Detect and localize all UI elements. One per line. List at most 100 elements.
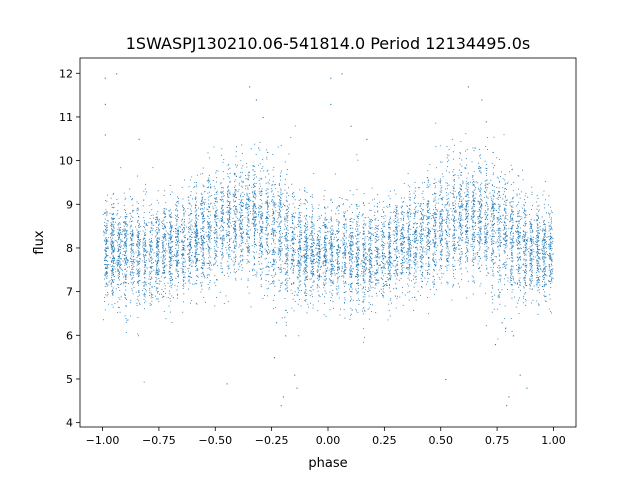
data-point	[522, 179, 524, 181]
data-point	[217, 218, 219, 220]
data-point	[292, 243, 294, 245]
data-point	[421, 230, 422, 232]
data-point	[385, 256, 387, 257]
data-point	[415, 299, 417, 301]
data-point	[414, 256, 416, 258]
data-point	[118, 276, 120, 277]
data-point	[260, 231, 262, 233]
data-point	[383, 254, 385, 256]
data-point	[300, 280, 302, 282]
data-point	[329, 259, 331, 261]
data-point	[204, 261, 206, 263]
data-point	[350, 273, 352, 275]
data-point	[530, 281, 532, 283]
data-point	[401, 249, 403, 251]
data-point	[247, 255, 249, 257]
data-point	[543, 248, 545, 250]
data-point	[381, 278, 383, 279]
data-point	[441, 173, 443, 175]
data-point	[113, 206, 115, 208]
data-point	[548, 212, 550, 214]
data-point	[504, 226, 505, 228]
data-point	[113, 192, 115, 194]
data-point	[543, 233, 545, 235]
data-point	[440, 253, 442, 255]
data-point	[149, 205, 151, 207]
data-point	[220, 210, 222, 212]
data-point	[337, 230, 339, 232]
data-point	[388, 224, 390, 225]
data-point	[387, 206, 389, 208]
data-point	[198, 238, 200, 240]
data-point	[462, 181, 464, 183]
data-point	[300, 226, 302, 228]
data-point	[172, 256, 174, 257]
data-point	[103, 234, 105, 236]
data-point	[369, 248, 371, 250]
data-point	[492, 212, 494, 214]
data-point	[472, 195, 474, 197]
data-point	[539, 264, 541, 266]
data-point	[176, 250, 178, 252]
data-point	[433, 269, 435, 271]
data-point	[156, 229, 158, 230]
data-point	[138, 272, 140, 274]
data-point	[161, 240, 163, 241]
data-point	[271, 184, 273, 186]
data-point	[195, 245, 197, 247]
data-point	[258, 208, 260, 210]
data-point	[370, 285, 372, 287]
data-point	[293, 227, 295, 229]
data-point	[362, 296, 364, 298]
data-point	[293, 191, 295, 193]
data-point	[182, 268, 184, 270]
data-point	[317, 208, 319, 210]
data-point	[119, 273, 120, 275]
data-point	[428, 179, 429, 181]
data-point	[389, 257, 391, 259]
data-point	[478, 187, 480, 189]
data-point	[170, 251, 172, 253]
data-point	[280, 266, 282, 268]
data-point	[172, 241, 174, 242]
data-point	[109, 280, 111, 282]
data-point	[363, 292, 365, 294]
data-point	[303, 232, 305, 233]
data-point	[138, 255, 140, 257]
data-point	[358, 263, 359, 265]
data-point	[339, 275, 340, 277]
data-point	[313, 280, 315, 282]
data-point	[216, 241, 218, 243]
data-point	[491, 204, 493, 205]
data-point	[549, 298, 551, 300]
data-point	[158, 220, 160, 222]
data-point	[286, 252, 288, 254]
data-point	[474, 204, 475, 206]
data-point	[330, 243, 332, 245]
data-point	[261, 206, 262, 207]
data-point	[195, 196, 197, 198]
data-point	[219, 191, 221, 193]
data-point	[551, 212, 553, 213]
data-point	[350, 286, 352, 287]
data-point	[419, 187, 421, 189]
data-point	[478, 241, 480, 243]
data-point	[549, 246, 551, 248]
data-point	[493, 219, 495, 221]
data-point	[402, 262, 403, 264]
data-point	[422, 280, 424, 282]
data-point	[421, 257, 423, 259]
data-point	[150, 250, 152, 252]
data-point	[341, 265, 343, 267]
data-point	[201, 239, 203, 241]
data-point	[378, 252, 380, 254]
data-point	[155, 260, 156, 262]
data-point	[208, 191, 210, 193]
data-point	[436, 250, 437, 251]
data-point	[310, 196, 312, 197]
data-point	[429, 241, 431, 243]
data-point	[220, 226, 222, 228]
data-point	[318, 255, 320, 257]
data-point	[125, 250, 127, 252]
data-point	[208, 222, 210, 224]
